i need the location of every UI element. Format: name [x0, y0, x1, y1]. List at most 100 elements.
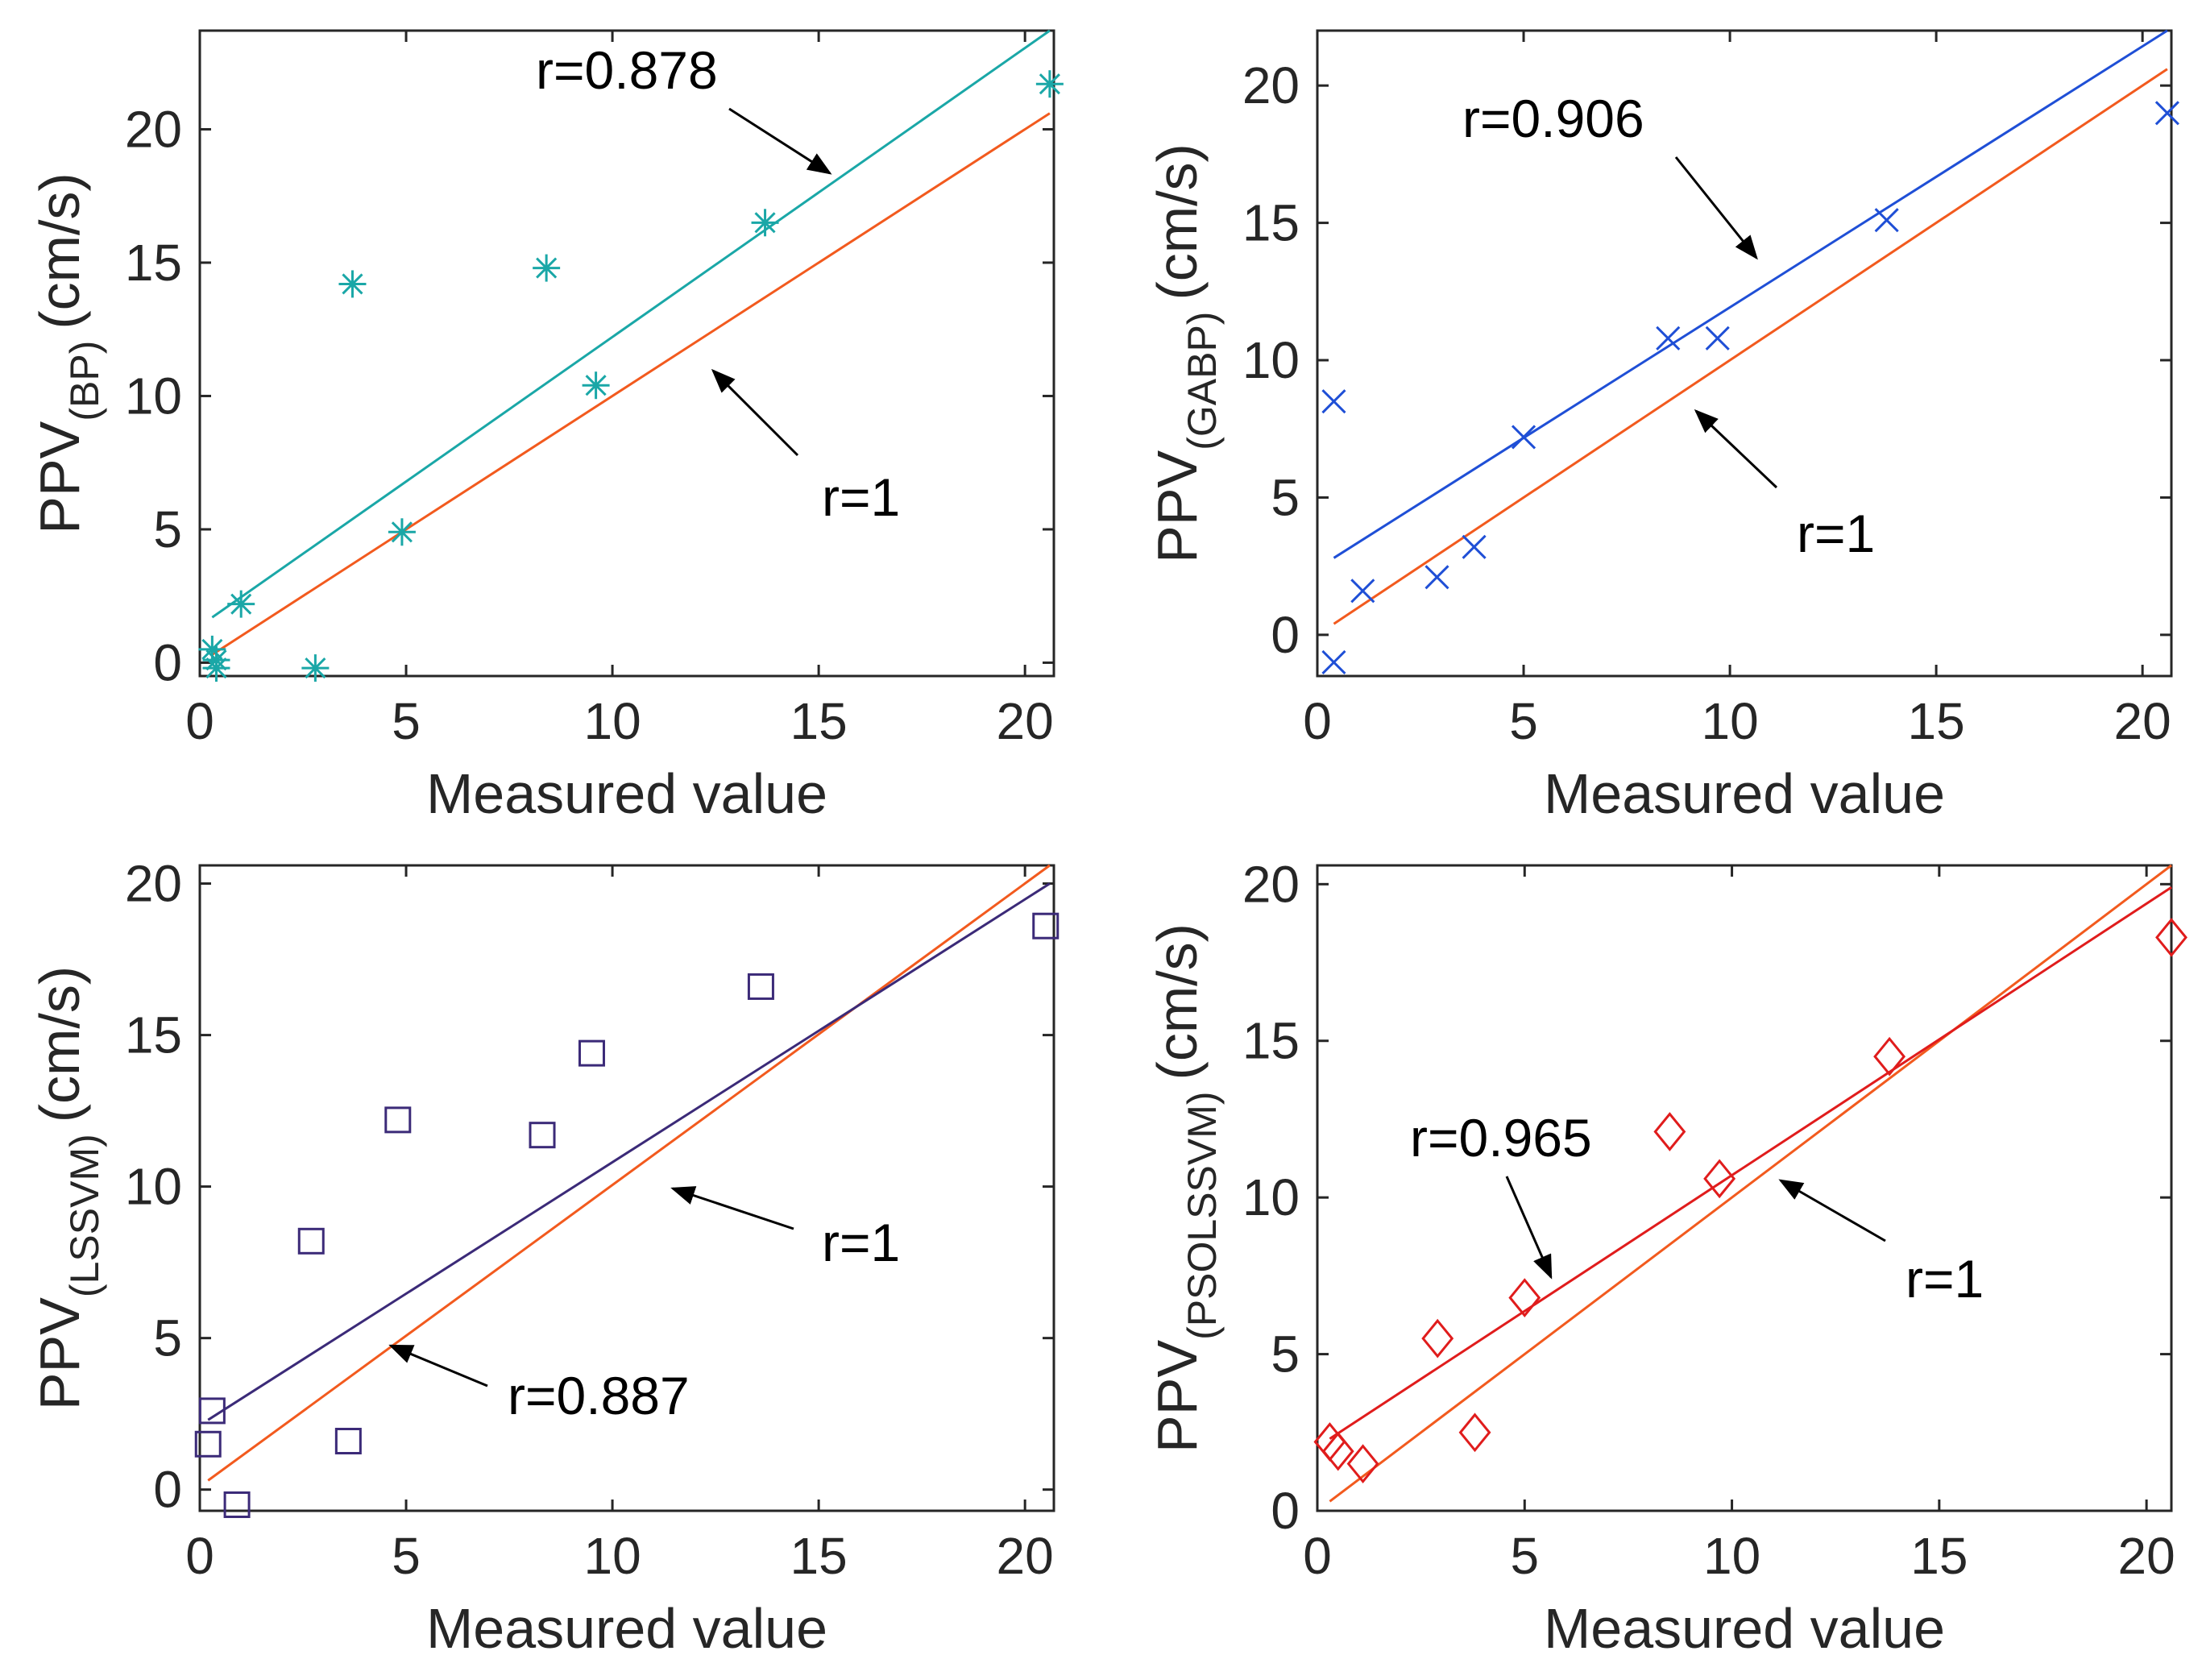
- plot-frame: [198, 864, 1055, 1512]
- reference-line: [211, 112, 1051, 656]
- x-axis-title: Measured value: [426, 1597, 827, 1660]
- y-tick-label: 15: [125, 1006, 182, 1064]
- reference-line: [1333, 68, 2168, 625]
- arrow-icon: [1674, 156, 1758, 260]
- arrow-icon: [388, 1344, 488, 1388]
- x-tick-label: 20: [2118, 1527, 2175, 1585]
- cross-marker: [2154, 101, 2179, 126]
- asterisk-marker: [301, 654, 330, 682]
- plot-frame: [1316, 29, 2173, 678]
- diamond-marker: [2155, 918, 2187, 957]
- square-marker: [194, 1430, 222, 1458]
- fit-line: [207, 882, 1051, 1421]
- x-tick-label: 5: [392, 1527, 421, 1585]
- y-axis-title: PPV(LSSVM) (cm/s): [28, 966, 107, 1410]
- y-axis-title-subscript: (LSSVM): [62, 1134, 107, 1297]
- arrow-icon: [711, 368, 799, 457]
- x-tick-label: 15: [790, 1527, 848, 1585]
- y-tick-label: 15: [1242, 1012, 1300, 1070]
- cross-marker: [1321, 649, 1346, 675]
- y-axis-title: PPV(GABP) (cm/s): [1146, 143, 1225, 563]
- x-tick-label: 5: [1509, 692, 1538, 750]
- y-axis-title-unit: (cm/s): [1146, 143, 1209, 300]
- y-axis-title: PPV(PSOLSSVM) (cm/s): [1146, 923, 1225, 1453]
- y-tick-label: 15: [1242, 194, 1300, 252]
- plot-frame: [1316, 864, 2173, 1512]
- x-tick-label: 20: [2114, 692, 2171, 750]
- reference-line: [1329, 864, 2172, 1503]
- y-tick-label: 10: [125, 1158, 182, 1216]
- y-tick-label: 10: [1242, 331, 1300, 389]
- y-tick-label: 10: [1242, 1168, 1300, 1226]
- reference-correlation-label: r=1: [1905, 1249, 1984, 1309]
- asterisk-marker: [582, 371, 610, 400]
- x-tick-label: 15: [1910, 1527, 1968, 1585]
- x-axis-title: Measured value: [426, 762, 827, 825]
- x-tick-label: 5: [1510, 1527, 1539, 1585]
- fit-line: [1333, 29, 2168, 559]
- y-tick-label: 10: [125, 367, 182, 425]
- arrow-icon: [1505, 1176, 1553, 1280]
- asterisk-marker: [751, 209, 779, 237]
- x-tick-label: 20: [997, 1527, 1054, 1585]
- asterisk-marker: [533, 254, 561, 282]
- y-axis-title-main: PPV: [28, 421, 91, 533]
- x-tick-label: 15: [790, 692, 848, 750]
- x-tick-label: 0: [1303, 1527, 1332, 1585]
- fit-correlation-label: r=0.878: [536, 40, 718, 100]
- x-tick-label: 0: [185, 1527, 214, 1585]
- diamond-marker: [1873, 1036, 1906, 1076]
- x-axis-title: Measured value: [1544, 762, 1945, 825]
- y-tick-label: 20: [125, 855, 182, 913]
- square-marker: [747, 973, 774, 1000]
- diamond-marker: [1421, 1318, 1454, 1359]
- square-marker: [297, 1227, 325, 1255]
- plot-frame: [198, 29, 1055, 678]
- y-axis-title: PPV(BP) (cm/s): [28, 172, 107, 533]
- chart-bp: 0 5 10 15 20 0 5 10 15 20 Measured value PPV(BP) (cm…: [28, 29, 1064, 825]
- fit-correlation-label: r=0.965: [1410, 1108, 1592, 1168]
- x-tick-label: 15: [1908, 692, 1965, 750]
- y-tick-label: 0: [1271, 606, 1300, 664]
- cross-marker: [1424, 565, 1449, 590]
- y-tick-label: 20: [1242, 855, 1300, 913]
- asterisk-marker: [227, 590, 255, 618]
- square-marker: [1032, 912, 1060, 940]
- square-marker: [223, 1491, 251, 1518]
- y-axis-title-subscript: (BP): [62, 341, 107, 421]
- diamond-marker: [1321, 1431, 1354, 1471]
- y-axis-title-unit: (cm/s): [1146, 923, 1209, 1080]
- square-marker: [384, 1106, 412, 1134]
- fit-correlation-label: r=0.887: [508, 1366, 690, 1425]
- arrow-icon: [728, 107, 832, 175]
- x-tick-label: 10: [583, 692, 641, 750]
- y-axis-title-subscript: (PSOLSSVM): [1180, 1091, 1225, 1339]
- arrow-icon: [1778, 1179, 1886, 1242]
- fit-line: [211, 29, 1051, 619]
- y-tick-label: 20: [125, 100, 182, 158]
- y-axis-title-main: PPV: [28, 1297, 91, 1410]
- chart-gabp: 0 5 10 15 20 0 5 10 15 20 Measured value PPV(GABP) (…: [1146, 29, 2179, 825]
- cross-marker: [1321, 389, 1346, 414]
- x-tick-label: 0: [185, 692, 214, 750]
- reference-correlation-label: r=1: [822, 1213, 900, 1272]
- diamond-marker: [1346, 1444, 1379, 1484]
- chart-lssvm: 0 5 10 15 20 0 5 10 15 20 Measured value PPV(LSSVM)…: [28, 855, 1060, 1660]
- square-marker: [198, 1397, 226, 1425]
- arrow-icon: [1694, 409, 1778, 489]
- asterisk-marker: [1035, 70, 1064, 98]
- fit-line: [1329, 886, 2172, 1440]
- diamond-marker: [1653, 1112, 1686, 1151]
- cross-marker: [1350, 579, 1375, 604]
- x-tick-label: 0: [1303, 692, 1332, 750]
- square-marker: [578, 1039, 605, 1067]
- y-axis-title-main: PPV: [1146, 450, 1209, 562]
- x-tick-label: 20: [997, 692, 1054, 750]
- y-tick-label: 5: [153, 1309, 182, 1367]
- reference-correlation-label: r=1: [1797, 504, 1875, 563]
- y-tick-label: 20: [1242, 56, 1300, 114]
- y-tick-label: 15: [125, 234, 182, 292]
- y-tick-label: 5: [1271, 468, 1300, 526]
- y-tick-label: 0: [1271, 1482, 1300, 1540]
